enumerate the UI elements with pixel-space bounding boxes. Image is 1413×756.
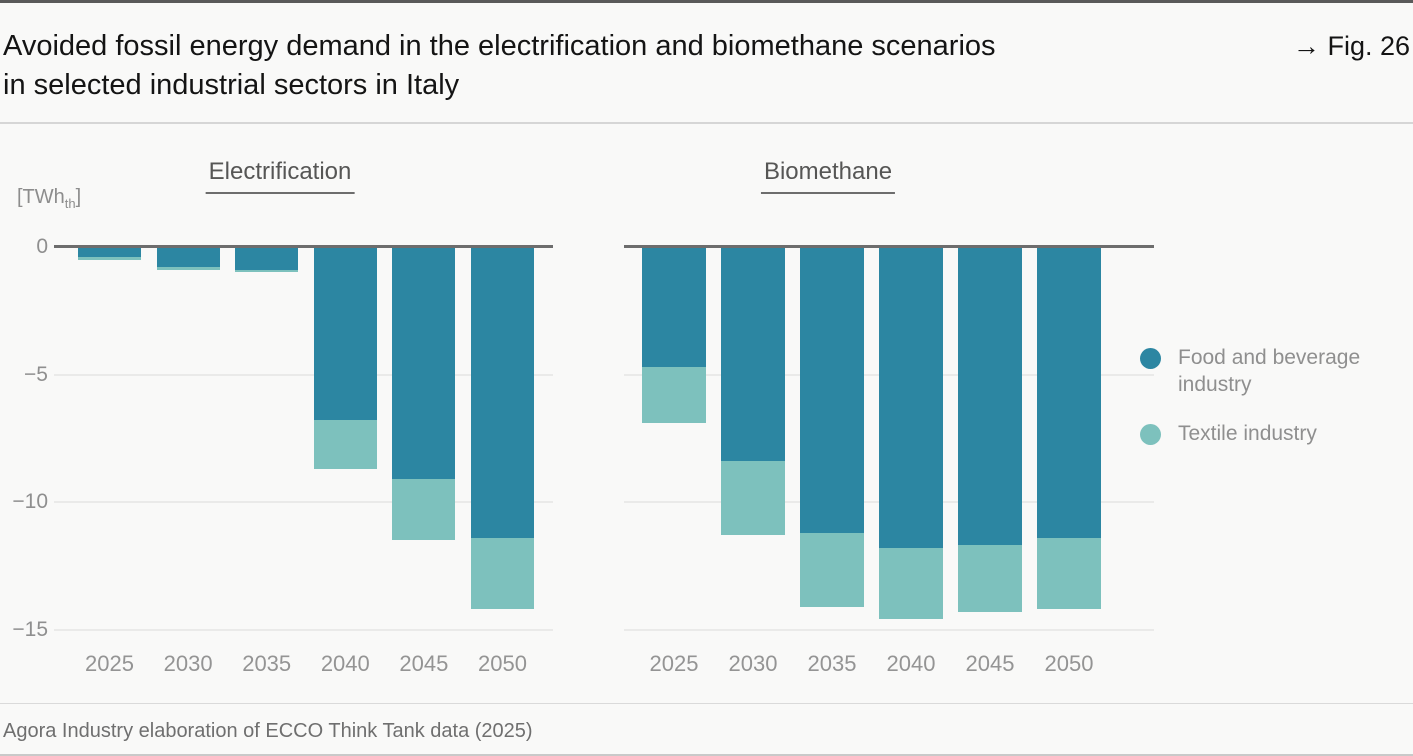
legend-label-food-and-beverage: Food and beverage industry <box>1178 346 1361 396</box>
legend-swatch-textile-icon <box>1140 424 1161 445</box>
chart-title-electrification: Electrification <box>205 158 355 194</box>
bar-electrification-2030-food-and-beverage <box>156 247 220 268</box>
legend-item-food-and-beverage: Food and beverage industry <box>1140 344 1390 398</box>
chart-title-biomethane: Biomethane <box>760 158 896 194</box>
x-tick-label-2035: 2035 <box>807 651 857 676</box>
legend-item-textile: Textile industry <box>1140 420 1390 447</box>
figure-number: → Fig. 26 <box>1292 31 1410 61</box>
x-tick-label-2035: 2035 <box>242 651 292 676</box>
y-axis-unit-main: [TWh <box>17 186 65 208</box>
y-tick-label-−5: −5 <box>24 362 48 386</box>
bar-biomethane-2025-food-and-beverage <box>642 247 706 367</box>
bar-electrification-2045-textile <box>392 479 456 541</box>
gridline-−15 <box>54 628 553 631</box>
bar-biomethane-2030-textile <box>721 461 785 536</box>
bar-biomethane-2025-textile <box>642 366 706 423</box>
x-tick-label-2025: 2025 <box>85 651 134 676</box>
gridline-−15 <box>624 628 1154 631</box>
bar-electrification-2040-food-and-beverage <box>313 247 377 421</box>
x-tick-label-2050: 2050 <box>1044 651 1094 676</box>
bar-electrification-2050-food-and-beverage <box>471 247 534 538</box>
zero-axis-line <box>624 245 1154 248</box>
bar-electrification-2025-food-and-beverage <box>78 247 141 258</box>
bar-biomethane-2045-food-and-beverage <box>958 247 1022 546</box>
y-axis-unit-label: [TWhth] <box>17 186 81 211</box>
gridline-−10 <box>54 501 553 503</box>
zero-axis-line <box>54 245 553 248</box>
x-tick-label-2045: 2045 <box>399 651 449 676</box>
x-tick-label-2040: 2040 <box>886 651 936 676</box>
y-tick-label-−15: −15 <box>12 617 48 641</box>
figure-title-line1: Avoided fossil energy demand in the elec… <box>3 30 996 62</box>
x-tick-label-2030: 2030 <box>163 651 213 676</box>
x-tick-label-2045: 2045 <box>965 651 1015 676</box>
footer-divider <box>0 703 1413 704</box>
header-divider <box>0 122 1413 124</box>
gridline-−5 <box>54 373 553 376</box>
bar-electrification-2045-food-and-beverage <box>392 247 456 480</box>
legend-swatch-food-and-beverage-icon <box>1140 348 1161 369</box>
source-note: Agora Industry elaboration of ECCO Think… <box>3 720 533 742</box>
y-tick-label-0: 0 <box>36 235 48 258</box>
y-axis-unit-sub: th <box>64 196 76 211</box>
bar-biomethane-2040-textile <box>879 547 943 620</box>
x-tick-label-2050: 2050 <box>478 651 527 676</box>
legend: Food and beverage industry Textile indus… <box>1140 344 1390 469</box>
bar-biomethane-2035-food-and-beverage <box>800 247 864 533</box>
x-tick-label-2025: 2025 <box>649 651 699 676</box>
y-axis-unit-close: ] <box>75 186 82 208</box>
bar-electrification-2025-textile <box>78 257 141 260</box>
bar-electrification-2050-textile <box>471 537 534 610</box>
top-border-rule <box>0 0 1413 3</box>
bar-electrification-2040-textile <box>313 420 377 469</box>
figure-title: Avoided fossil energy demand in the elec… <box>3 27 996 105</box>
bar-biomethane-2045-textile <box>958 545 1022 612</box>
bar-biomethane-2040-food-and-beverage <box>879 247 943 548</box>
bar-biomethane-2050-textile <box>1037 537 1101 610</box>
bar-biomethane-2035-textile <box>800 532 864 607</box>
bar-biomethane-2050-food-and-beverage <box>1037 247 1101 538</box>
y-tick-label-−10: −10 <box>12 490 48 513</box>
x-tick-label-2040: 2040 <box>320 651 370 676</box>
figure-title-line2: in selected industrial sectors in Italy <box>3 69 460 101</box>
bar-electrification-2035-textile <box>235 269 299 273</box>
x-tick-label-2030: 2030 <box>728 651 778 676</box>
bar-biomethane-2030-food-and-beverage <box>721 247 785 462</box>
bar-electrification-2030-textile <box>156 267 220 270</box>
bottom-border-rule <box>0 754 1413 756</box>
bar-electrification-2035-food-and-beverage <box>235 247 299 270</box>
legend-label-textile: Textile industry <box>1178 422 1317 445</box>
